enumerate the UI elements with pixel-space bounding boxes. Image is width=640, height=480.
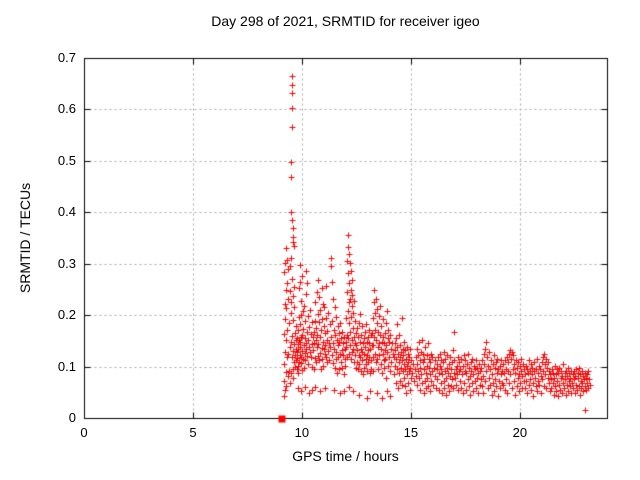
x-axis-label: GPS time / hours — [292, 448, 399, 464]
y-tick-label: 0.1 — [57, 358, 76, 374]
chart-title: Day 298 of 2021, SRMTID for receiver ige… — [211, 13, 480, 29]
x-tick-label: 20 — [512, 425, 528, 440]
y-tick-label: 0.3 — [57, 255, 76, 271]
y-tick-label: 0.6 — [57, 101, 76, 117]
y-axis-label: SRMTID / TECUs — [17, 182, 33, 294]
y-tick-label: 0.7 — [57, 50, 76, 65]
y-tick-label: 0.5 — [57, 152, 76, 168]
y-tick-label: 0 — [68, 410, 76, 425]
x-tick-label: 5 — [189, 425, 197, 440]
x-tick-label: 15 — [403, 425, 419, 440]
y-tick-label: 0.4 — [57, 204, 76, 220]
x-tick-label: 10 — [294, 425, 310, 440]
y-tick-label: 0.2 — [57, 307, 76, 323]
x-tick-label: 0 — [80, 425, 88, 440]
